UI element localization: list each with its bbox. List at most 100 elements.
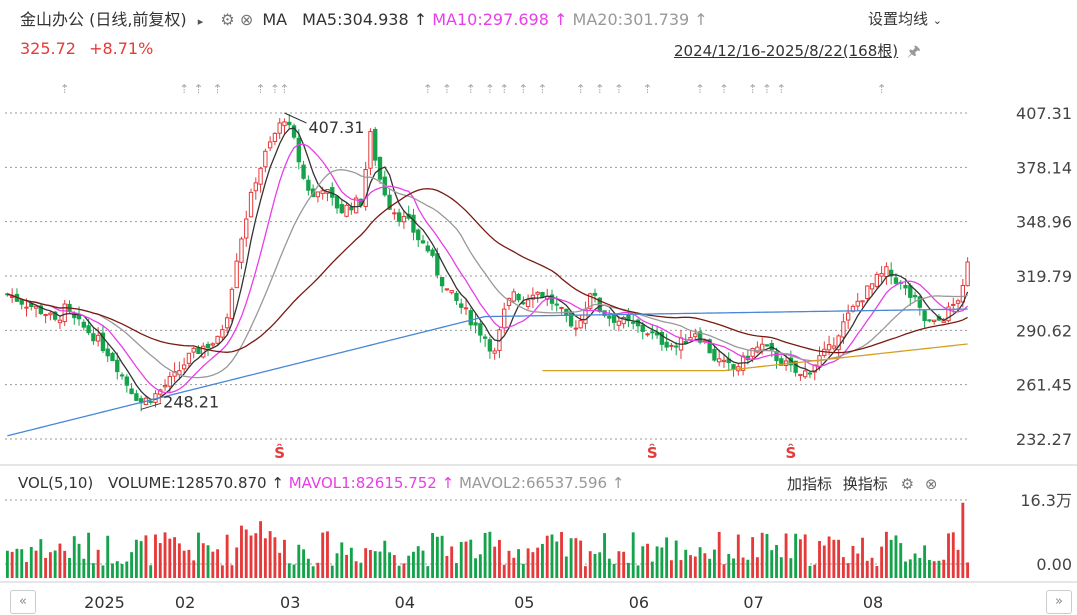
candle-body — [869, 283, 875, 290]
event-marker-icon: ⇡ — [466, 82, 476, 96]
candle-body — [607, 315, 612, 319]
candle-body — [148, 400, 153, 403]
arrow-up-icon: ↑ — [554, 10, 568, 29]
header-row: 金山办公 (日线,前复权) ▸ ⚙ ⊗ MA MA5:304.938 ↑ MA1… — [20, 6, 708, 30]
candle-body — [855, 300, 860, 307]
volume-bar — [106, 535, 110, 578]
volume-bar — [345, 554, 349, 578]
candle-body — [669, 344, 674, 347]
volume-bar — [942, 559, 946, 578]
volume-bar — [904, 561, 907, 578]
volume-bar — [693, 556, 697, 578]
candle-body — [674, 345, 679, 348]
event-marker-icon: ⇡ — [60, 82, 70, 96]
volume-bar — [268, 531, 272, 578]
volume-bar — [211, 551, 215, 578]
volume-bar — [679, 560, 683, 578]
candle-body — [344, 204, 349, 217]
volume-value: VOLUME:128570.870 — [108, 474, 267, 492]
volume-bar — [674, 540, 678, 578]
volume-bar — [125, 561, 129, 578]
volume-bar — [626, 562, 630, 578]
set-ma-button[interactable]: 设置均线 ⌄ — [868, 8, 942, 29]
volume-bar — [273, 537, 277, 578]
candle-body — [659, 331, 665, 345]
gear-icon[interactable]: ⚙ — [900, 475, 915, 493]
candle-body — [831, 345, 837, 349]
price-grid — [0, 112, 1077, 583]
volume-bar — [889, 539, 893, 578]
volume-bar — [187, 549, 191, 578]
scroll-right-button[interactable]: » — [1046, 590, 1072, 614]
volume-bar — [732, 558, 735, 578]
volume-bar — [378, 551, 382, 578]
volume-bar — [502, 564, 506, 578]
volume-bar — [507, 550, 511, 578]
volume-bar — [884, 531, 888, 578]
volume-bar — [230, 565, 234, 578]
arrow-up-icon: ↑ — [441, 474, 455, 492]
volume-bar — [784, 533, 788, 578]
volume-bar — [727, 554, 731, 578]
date-range[interactable]: 2024/12/16-2025/8/22(168根) — [674, 42, 899, 60]
close-icon[interactable]: ⊗ — [924, 475, 938, 493]
volume-bar — [306, 558, 310, 578]
volume-bar — [101, 565, 105, 578]
price-annotations: 407.31 248.21 — [141, 112, 364, 411]
volume-bar — [111, 563, 114, 578]
switch-indicator-button[interactable]: 换指标 — [842, 475, 888, 493]
volume-bar — [388, 552, 391, 578]
candle-body — [334, 195, 340, 209]
volume-bar — [669, 560, 673, 578]
candle-body — [884, 266, 889, 278]
candle-body — [129, 388, 134, 395]
scroll-left-button[interactable]: « — [10, 590, 36, 614]
event-marker-icon: ⇡ — [576, 82, 586, 96]
volume-bar — [961, 502, 965, 578]
volume-bar — [947, 533, 950, 578]
volume-bar — [44, 557, 48, 578]
volume-bar — [612, 563, 616, 578]
arrow-up-icon: ↑ — [271, 474, 284, 492]
stock-title[interactable]: 金山办公 (日线,前复权) — [20, 10, 187, 29]
pin-icon[interactable]: 🖈 — [906, 42, 921, 60]
volume-bar — [158, 543, 162, 578]
volume-bar — [397, 565, 401, 578]
candle-body — [387, 194, 392, 210]
volume-bar — [455, 563, 458, 578]
volume-bar — [818, 540, 821, 578]
volume-bar — [240, 525, 243, 578]
volume-bar — [598, 552, 602, 578]
caret-right-icon[interactable]: ▸ — [197, 15, 204, 28]
volume-bar — [412, 551, 415, 578]
add-indicator-button[interactable]: 加指标 — [787, 475, 833, 493]
volume-bar — [373, 551, 377, 578]
candle-body — [774, 351, 779, 362]
candle-body — [812, 364, 817, 373]
volume-header: VOL(5,10) VOLUME:128570.870 ↑ MAVOL1:826… — [18, 474, 624, 492]
volume-bar — [932, 561, 936, 578]
volume-bar — [173, 537, 177, 578]
event-marker-icon: ⇡ — [256, 82, 266, 96]
event-marker-icon: ⇡ — [695, 82, 705, 96]
volume-bar — [894, 535, 898, 578]
ma10-value: MA10:297.698 — [432, 10, 549, 29]
volume-bar — [708, 558, 712, 578]
candle-body — [879, 273, 884, 277]
candle-body — [373, 128, 378, 161]
price-tick-label: 261.45 — [1016, 376, 1072, 395]
candle-body — [941, 320, 946, 323]
candle-body — [411, 214, 416, 233]
candle-body — [229, 288, 235, 319]
volume-bar — [646, 543, 649, 578]
gear-icon[interactable]: ⚙ — [220, 10, 235, 29]
ma20-line — [7, 169, 968, 379]
volume-bar — [760, 532, 764, 578]
candle-body — [697, 331, 703, 343]
event-marker-icon: ⇡ — [213, 82, 223, 96]
signal-s-icon: Ŝ — [785, 443, 796, 462]
close-icon[interactable]: ⊗ — [239, 10, 254, 29]
volume-bar — [134, 539, 138, 578]
candle-body — [951, 303, 956, 306]
